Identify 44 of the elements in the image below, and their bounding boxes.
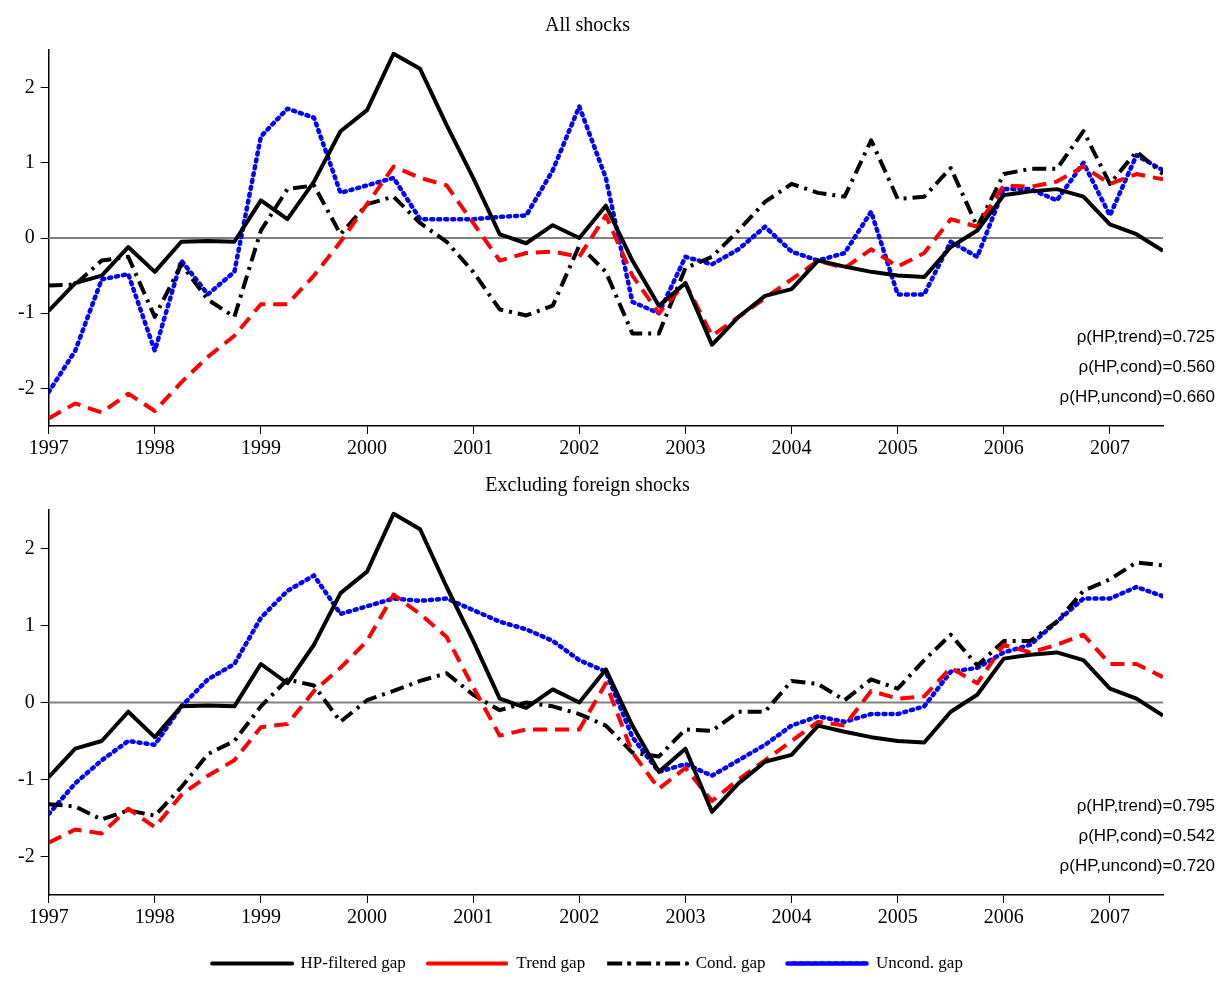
y-tick-label: 0 <box>24 225 35 248</box>
x-tick-label: 2000 <box>347 436 388 459</box>
x-tick-label: 1998 <box>134 436 175 459</box>
x-tick-label: 2005 <box>877 436 918 459</box>
x-tick-label: 2005 <box>877 905 918 928</box>
annotation: ρ(HP,cond)=0.542 <box>1078 826 1215 846</box>
x-tick-label: 1998 <box>134 905 175 928</box>
x-tick-label: 2007 <box>1089 436 1130 459</box>
x-tick-label: 2002 <box>559 905 600 928</box>
y-tick-label: 2 <box>24 535 35 558</box>
legend-label: Uncond. gap <box>876 952 963 972</box>
y-tick-label: -2 <box>17 375 35 398</box>
annotation: ρ(HP,trend)=0.795 <box>1076 796 1215 816</box>
y-tick-label: -1 <box>17 300 35 323</box>
y-tick-label: 0 <box>24 689 35 712</box>
annotation: ρ(HP,uncond)=0.660 <box>1059 387 1215 407</box>
x-tick-label: 2003 <box>665 436 706 459</box>
legend-label: Cond. gap <box>695 952 766 972</box>
y-tick-label: -1 <box>17 766 35 789</box>
y-tick-label: 1 <box>24 612 35 635</box>
annotation: ρ(HP,cond)=0.560 <box>1078 357 1215 377</box>
x-tick-label: 1999 <box>240 436 281 459</box>
x-tick-label: 2006 <box>983 436 1024 459</box>
y-tick-label: 1 <box>24 150 35 173</box>
legend-label: HP-filtered gap <box>300 952 406 972</box>
legend-label: Trend gap <box>516 952 586 972</box>
x-tick-label: 2001 <box>453 905 494 928</box>
x-tick-label: 2006 <box>983 905 1024 928</box>
x-tick-label: 2004 <box>771 905 812 928</box>
x-tick-label: 2004 <box>771 436 812 459</box>
x-tick-label: 1999 <box>240 905 281 928</box>
y-tick-label: 2 <box>24 74 35 97</box>
chart-title: All shocks <box>545 13 631 36</box>
x-tick-label: 2002 <box>559 436 600 459</box>
x-tick-label: 2000 <box>347 905 388 928</box>
x-tick-label: 1997 <box>28 905 69 928</box>
annotation: ρ(HP,uncond)=0.720 <box>1059 856 1215 876</box>
x-tick-label: 2007 <box>1089 905 1130 928</box>
x-tick-label: 1997 <box>28 436 69 459</box>
x-tick-label: 2003 <box>665 905 706 928</box>
annotation: ρ(HP,trend)=0.725 <box>1076 327 1215 347</box>
x-tick-label: 2001 <box>453 436 494 459</box>
y-tick-label: -2 <box>17 843 35 866</box>
chart-title: Excluding foreign shocks <box>485 473 690 497</box>
